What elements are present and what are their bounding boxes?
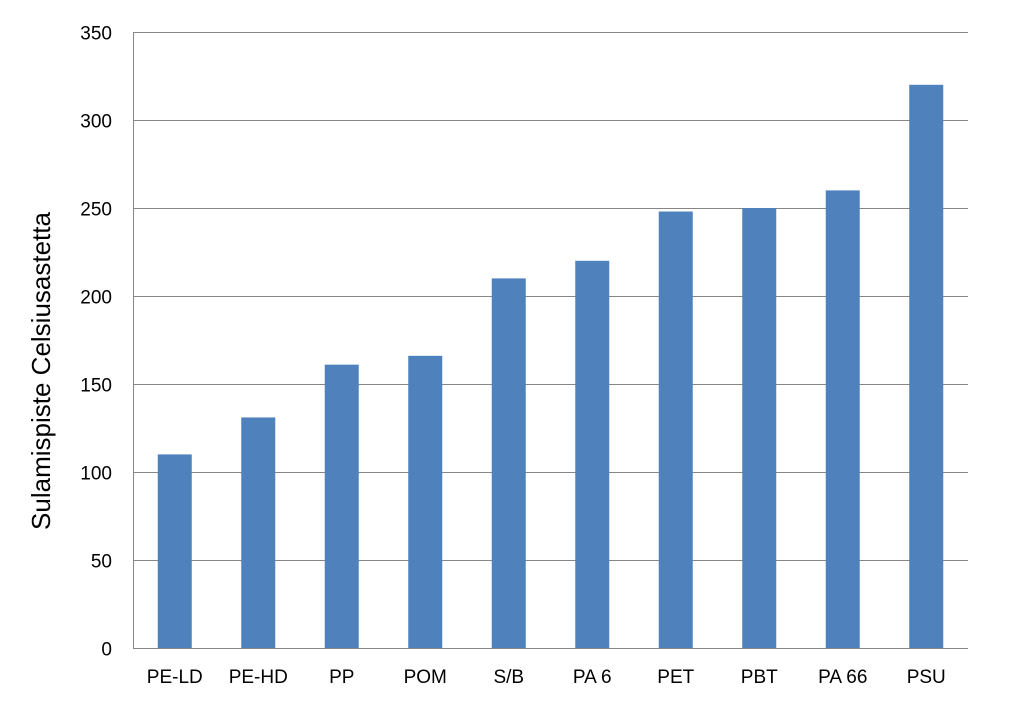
y-tick-label: 150 bbox=[80, 376, 112, 397]
x-tick-label: PA 66 bbox=[818, 667, 867, 688]
x-tick-labels: PE-LD PE-HD PP POM S/B PA 6 PET PBT PA 66 PSU bbox=[147, 667, 946, 688]
x-tick-label: PET bbox=[657, 667, 694, 688]
bar bbox=[241, 417, 276, 648]
bar bbox=[491, 278, 526, 648]
y-tick-labels: 0 50 100 150 200 250 300 350 bbox=[80, 24, 112, 661]
bar bbox=[825, 190, 860, 648]
x-tick-label: S/B bbox=[493, 667, 524, 688]
y-tick-label: 350 bbox=[80, 24, 112, 45]
y-tick-label: 200 bbox=[80, 288, 112, 309]
y-tick-label: 300 bbox=[80, 112, 112, 133]
axes bbox=[133, 32, 968, 649]
y-tick-label: 0 bbox=[101, 640, 112, 661]
bar bbox=[742, 208, 777, 648]
bar bbox=[575, 260, 610, 648]
y-tick-label: 50 bbox=[91, 552, 112, 573]
bar bbox=[157, 454, 192, 648]
bar bbox=[658, 211, 693, 648]
x-tick-label: POM bbox=[404, 667, 447, 688]
bar bbox=[324, 364, 359, 648]
x-tick-label: PE-LD bbox=[147, 667, 203, 688]
y-axis-label: Sulamispiste Celsiusastetta bbox=[26, 212, 56, 530]
x-tick-label: PP bbox=[329, 667, 354, 688]
y-tick-label: 250 bbox=[80, 200, 112, 221]
y-tick-label: 100 bbox=[80, 464, 112, 485]
x-tick-label: PE-HD bbox=[229, 667, 288, 688]
x-tick-label: PSU bbox=[907, 667, 946, 688]
bar bbox=[408, 355, 443, 648]
x-tick-label: PBT bbox=[741, 667, 778, 688]
bar bbox=[909, 84, 944, 649]
x-tick-label: PA 6 bbox=[573, 667, 612, 688]
bars bbox=[157, 84, 944, 649]
